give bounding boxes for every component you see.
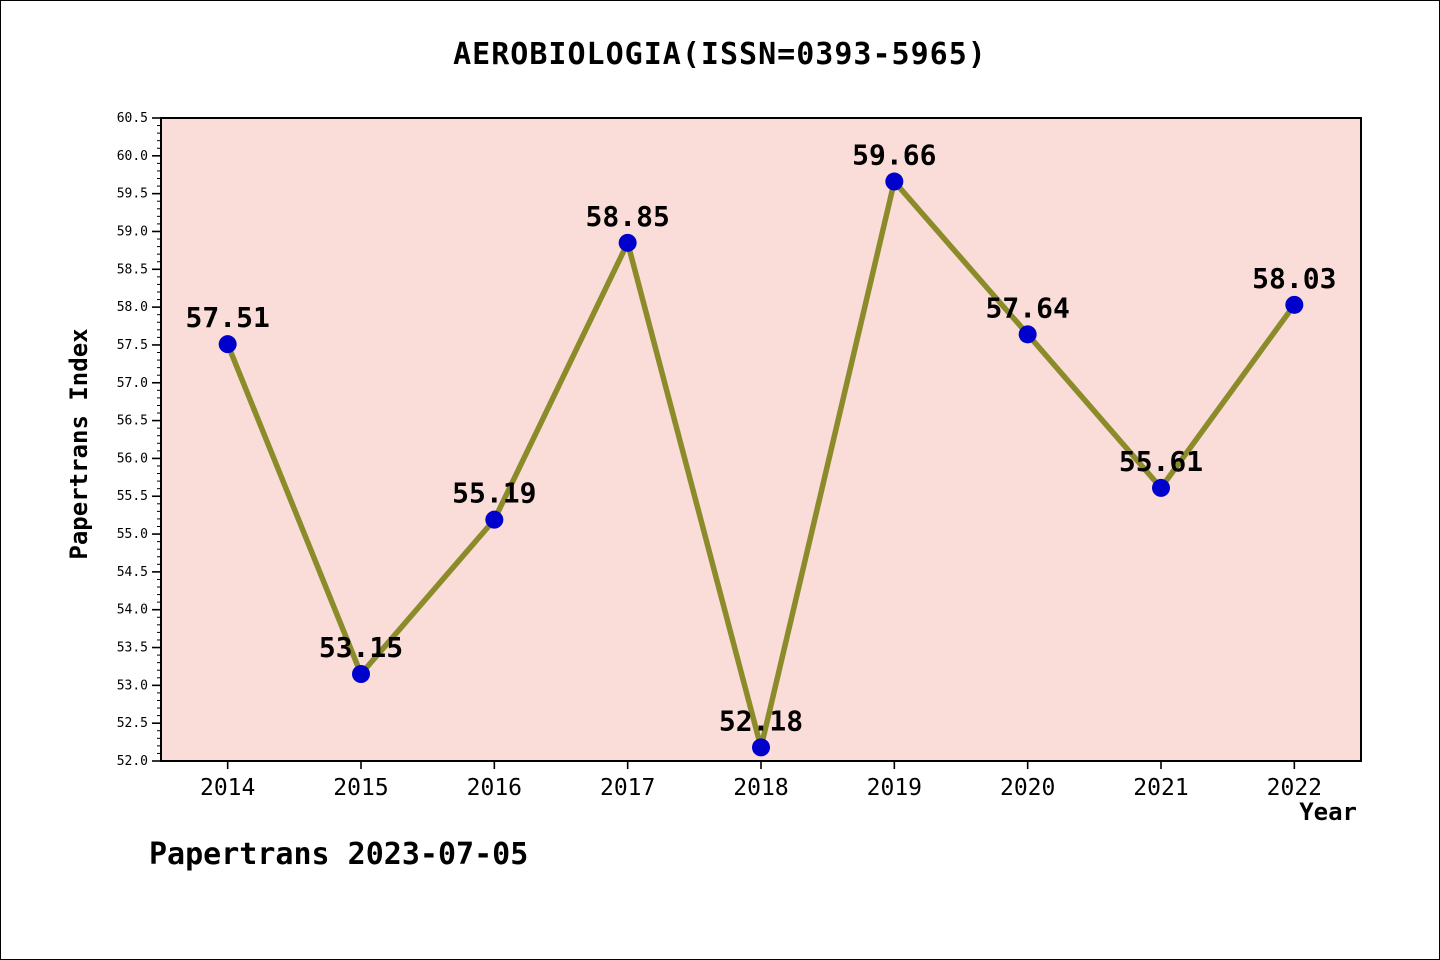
data-point-marker [1152, 478, 1170, 497]
y-tick-label: 53.0 [117, 678, 148, 693]
x-tick-label: 2022 [1267, 775, 1322, 801]
plot-border [160, 117, 1362, 762]
data-point-label: 53.15 [319, 631, 403, 664]
y-tick-label: 57.0 [117, 376, 148, 391]
y-tick-label: 53.5 [117, 641, 148, 656]
watermark-text: Papertrans 2023-07-05 [149, 837, 529, 872]
y-tick-label: 55.0 [117, 527, 148, 542]
y-tick-label: 58.5 [117, 262, 148, 277]
data-point-label: 52.18 [719, 704, 803, 737]
y-tick-label: 60.0 [117, 149, 148, 164]
data-point-marker [485, 510, 504, 529]
data-point-label: 58.03 [1252, 262, 1336, 295]
y-tick-label: 52.5 [117, 716, 148, 731]
y-tick-label: 54.0 [117, 603, 148, 618]
y-tick-label: 56.5 [117, 414, 148, 429]
y-tick-label: 56.0 [117, 451, 148, 466]
data-point-marker [218, 335, 237, 354]
data-point-marker [885, 172, 904, 191]
data-point-label: 57.64 [986, 291, 1070, 324]
data-point-label: 55.19 [452, 477, 536, 510]
y-tick-label: 59.5 [117, 187, 148, 202]
data-point-marker [618, 233, 637, 252]
data-point-marker [1018, 325, 1037, 344]
y-tick-label: 54.5 [117, 565, 148, 580]
y-tick-label: 57.5 [117, 338, 148, 353]
data-point-marker [1285, 295, 1304, 314]
x-tick-label: 2019 [867, 775, 922, 801]
data-point-marker [352, 665, 370, 684]
y-tick-label: 60.5 [117, 111, 148, 126]
y-tick-label: 55.5 [117, 489, 148, 504]
plot-background [161, 118, 1361, 761]
x-tick-label: 2014 [200, 775, 255, 801]
y-tick-label: 52.0 [117, 754, 148, 769]
data-point-marker [752, 738, 770, 757]
y-tick-label: 59.0 [117, 224, 148, 239]
x-axis-label: Year [1299, 798, 1357, 826]
x-tick-label: 2015 [333, 775, 388, 801]
y-tick-label: 58.0 [117, 300, 148, 315]
data-point-label: 59.66 [852, 139, 936, 172]
data-point-label: 58.85 [586, 200, 670, 233]
x-tick-label: 2016 [467, 775, 522, 801]
chart-title: AEROBIOLOGIA(ISSN=0393-5965) [453, 37, 987, 72]
data-point-label: 55.61 [1119, 445, 1203, 478]
x-tick-label: 2017 [600, 775, 655, 801]
data-point-label: 57.51 [186, 301, 270, 334]
x-tick-label: 2021 [1133, 775, 1188, 801]
x-tick-label: 2018 [733, 775, 788, 801]
x-tick-label: 2020 [1000, 775, 1055, 801]
